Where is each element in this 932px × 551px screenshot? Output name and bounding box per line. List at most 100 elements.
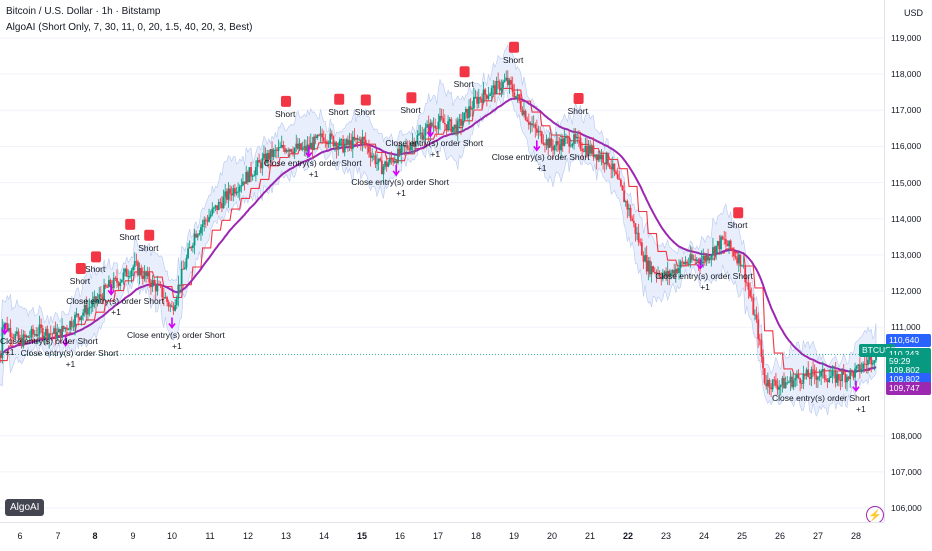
candle-body [569,145,572,147]
candle-body [174,305,177,311]
candle-body [119,282,122,287]
candle-body [833,370,835,372]
candle-body [527,121,530,125]
short-signal-label: Short [328,106,349,117]
candle-body [146,272,149,277]
price-tick-label: 118,000 [891,69,922,80]
candle-body [156,284,159,292]
candle-body [477,97,480,104]
candle-body [356,138,359,140]
candle-body [151,280,154,288]
candle-body [828,377,831,382]
candle-body [229,188,231,194]
candle-body [495,81,498,95]
candle-body [1,327,4,359]
indicator-legend[interactable]: AlgoAI (Short Only, 7, 30, 11, 0, 20, 1.… [6,22,253,33]
candle-body [682,262,685,265]
candle-body [280,144,283,148]
candle-body [516,94,519,97]
candle-body [132,266,135,271]
candle-body [868,356,871,360]
candle-body [608,164,611,168]
candle-body [626,201,629,210]
candle-body [62,326,65,330]
candle-body [279,147,282,149]
candle-body [739,254,742,267]
symbol-title[interactable]: Bitcoin / U.S. Dollar · 1h · Bitstamp [6,6,161,17]
candle-body [747,283,750,290]
candle-body [781,378,784,386]
candle-body [158,284,160,286]
candle-body [72,326,75,328]
candle-body [618,178,621,180]
candle-body [167,301,170,307]
time-tick-label: 16 [394,531,406,541]
time-tick-label: 11 [205,531,215,541]
candle-body [133,261,136,267]
candle-body [112,277,115,289]
candle-body [724,239,727,244]
candle-body [35,334,38,337]
candle-body [558,144,561,151]
candle-body [573,134,575,144]
candle-body [408,148,411,151]
candle-body [48,333,51,340]
price-tick-label: 119,000 [891,33,922,43]
candle-body [80,315,83,320]
candle-body [332,136,335,147]
candle-body [27,335,30,338]
candle-body [644,255,646,262]
candle-body [629,207,632,219]
price-tag: 109,747 [886,382,931,396]
candle-body [749,289,751,297]
candle-body [623,190,626,203]
candle-body [342,139,344,153]
candle-body [802,374,805,384]
close-entry-label: Close entry(s) order Short [0,335,98,346]
candle-body [195,233,198,238]
candle-body [53,328,55,334]
candle-body [387,162,390,167]
candle-body [301,147,304,150]
candle-body [422,135,425,140]
candle-body [670,272,672,276]
short-signal-label: Short [727,220,748,231]
candle-body [424,127,427,136]
algoai-badge[interactable]: AlgoAI [5,499,45,516]
candle-body [54,328,57,339]
candle-body [308,144,311,149]
candle-body [384,161,386,167]
candle-body [566,136,569,138]
candle-body [385,161,388,167]
candle-body [687,262,690,264]
candle-body [43,335,46,339]
candle-body [763,368,766,384]
candle-body [700,259,703,265]
candle-body [117,282,120,287]
candle-body [154,283,157,292]
chart-canvas[interactable]: Bitcoin / U.S. Dollar · 1h · Bitstamp Al… [0,0,884,524]
candle-body [345,139,348,145]
candle-body [243,181,246,184]
candle-body [637,232,640,243]
candle-body [829,376,832,378]
candle-body [720,236,722,250]
candle-body [269,149,272,160]
candle-body [395,161,398,163]
candle-body [742,265,745,267]
candle-body [180,268,183,286]
candle-body [718,241,721,250]
candle-body [817,377,819,380]
price-chart[interactable] [0,0,884,522]
candle-body [293,147,296,154]
close-entry-arrow [107,284,115,296]
candle-body [707,254,709,261]
candle-body [371,156,374,158]
close-entry-count: +1 [856,403,866,414]
candle-body [74,315,76,327]
time-axis[interactable]: 6 7 8 9 10 11 12 13 14 15 16 17 18 19 20 21 22 23 24 25 26 27… [0,522,884,551]
candle-body [93,296,96,301]
price-axis[interactable]: USD 119,000 118,000 117,000 116,000 115,000 1… [859,0,932,522]
candle-body [524,110,527,120]
currency-label[interactable]: USD [903,8,923,18]
